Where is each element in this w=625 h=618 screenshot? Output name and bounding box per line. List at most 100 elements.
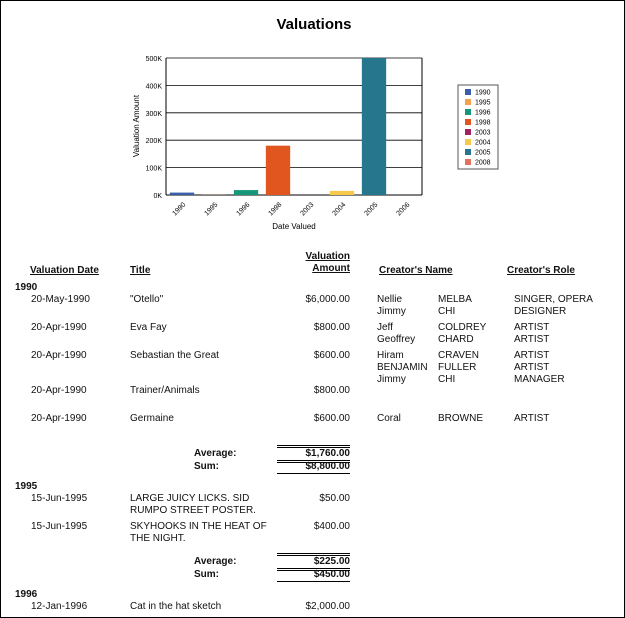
creator-role: MANAGER (514, 374, 565, 385)
title: SKYHOOKS IN THE HEAT OF THE NIGHT. (130, 521, 267, 544)
x-tick-label: 2006 (395, 201, 411, 217)
sum-label: Sum: (194, 461, 219, 472)
creator-last-name: CHI (438, 306, 456, 317)
legend-swatch (465, 129, 471, 135)
creator-first-name: Jeff (377, 322, 393, 333)
title: Cat in the hat sketch (130, 601, 222, 612)
creator-last-name: MELBA (438, 294, 472, 305)
group-year: 1990 (15, 282, 38, 293)
legend-swatch (465, 99, 471, 105)
bar (329, 190, 355, 195)
sum-value: $450.00 (313, 569, 350, 580)
rule (277, 445, 350, 446)
group-year: 1995 (15, 481, 38, 492)
chart: Valuations Date Valued Valuation Amount … (132, 16, 499, 231)
average-label: Average: (194, 448, 237, 459)
title: Trainer/Animals (130, 385, 200, 396)
creator-role: DESIGNER (514, 306, 567, 317)
valuation-date: 12-Jan-1996 (31, 601, 88, 612)
creator-last-name: FULLER (438, 362, 477, 373)
bar (233, 190, 259, 195)
bar (169, 192, 195, 195)
rule (277, 555, 350, 556)
legend-label: 2005 (475, 150, 491, 157)
rule (277, 447, 350, 448)
creator-first-name: Nellie (377, 294, 403, 305)
valuation-date: 20-Apr-1990 (31, 385, 87, 396)
bar (361, 58, 387, 195)
x-axis-label: Date Valued (272, 222, 315, 231)
legend-swatch (465, 119, 471, 125)
x-tick-label: 2004 (331, 201, 347, 217)
rule (277, 570, 350, 571)
y-tick-label: 300K (146, 111, 163, 118)
rule (277, 553, 350, 554)
creator-last-name: BROWNE (438, 413, 483, 424)
title: Germaine (130, 413, 174, 424)
header-name: Creator's Name (379, 265, 453, 276)
group-year: 1996 (15, 589, 38, 600)
legend-label: 2004 (475, 140, 491, 147)
legend-swatch (465, 89, 471, 95)
legend-label: 1990 (475, 90, 491, 97)
x-tick-label: 1996 (235, 201, 251, 217)
title: "Otello" (130, 294, 164, 305)
amount: $800.00 (313, 322, 350, 333)
header-title: Title (130, 265, 151, 276)
creator-last-name: COLDREY (438, 322, 487, 333)
amount: $800.00 (313, 385, 350, 396)
amount: $600.00 (313, 350, 350, 361)
rule (277, 581, 350, 582)
amount: $600.00 (313, 413, 350, 424)
title: Sebastian the Great (130, 350, 219, 361)
legend-swatch (465, 139, 471, 145)
creator-first-name: BENJAMIN (377, 362, 428, 373)
legend-box (457, 84, 499, 170)
creator-last-name: CRAVEN (438, 350, 479, 361)
rule (277, 568, 350, 569)
chart-title: Valuations (276, 16, 351, 33)
legend-swatch (465, 149, 471, 155)
valuation-date: 15-Jun-1995 (31, 493, 88, 504)
valuation-date: 20-Apr-1990 (31, 322, 87, 333)
sum-label: Sum: (194, 569, 219, 580)
rule (277, 462, 350, 463)
x-tick-label: 1995 (203, 201, 219, 217)
legend-label: 2003 (475, 130, 491, 137)
amount: $400.00 (313, 521, 350, 532)
amount: $50.00 (319, 493, 350, 504)
valuation-date: 20-Apr-1990 (31, 413, 87, 424)
y-tick-label: 100K (146, 166, 163, 173)
creator-first-name: Jimmy (377, 374, 406, 385)
x-tick-label: 1990 (171, 201, 187, 217)
creator-first-name: Jimmy (377, 306, 406, 317)
legend-label: 1998 (475, 120, 491, 127)
header-role: Creator's Role (507, 265, 575, 276)
legend-label: 2008 (475, 160, 491, 167)
creator-last-name: CHI (438, 374, 456, 385)
bar (265, 145, 291, 195)
creator-role: SINGER, OPERA (514, 294, 593, 305)
title: LARGE JUICY LICKS. SID RUMPO STREET POST… (130, 493, 256, 516)
x-tick-label: 2003 (299, 201, 315, 217)
average-label: Average: (194, 556, 237, 567)
y-axis-label: Valuation Amount (132, 94, 141, 157)
legend-swatch (465, 109, 471, 115)
header-amount: Valuation Amount (305, 251, 350, 274)
legend-label: 1996 (475, 110, 491, 117)
creator-first-name: Hiram (377, 350, 404, 361)
creator-first-name: Coral (377, 413, 401, 424)
amount: $6,000.00 (305, 294, 351, 305)
rule (277, 473, 350, 474)
y-tick-label: 200K (146, 138, 163, 145)
creator-role: ARTIST (514, 322, 550, 333)
y-tick-label: 500K (146, 56, 163, 63)
x-tick-label: 2005 (363, 201, 379, 217)
average-value: $1,760.00 (305, 448, 351, 459)
header-date: Valuation Date (30, 265, 99, 276)
creator-last-name: CHARD (438, 334, 474, 345)
amount: $2,000.00 (305, 601, 351, 612)
legend-swatch (465, 159, 471, 165)
legend-label: 1995 (475, 100, 491, 107)
